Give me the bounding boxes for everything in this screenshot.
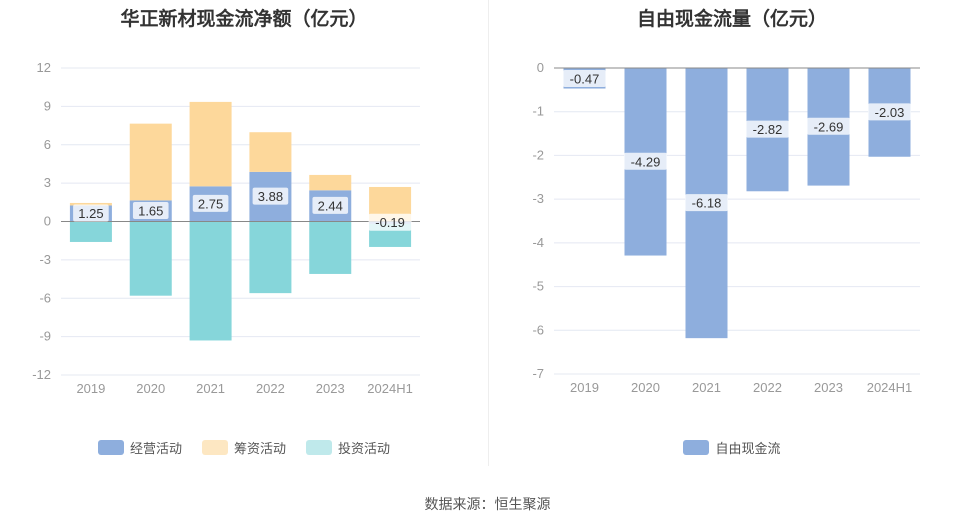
data-label-bg — [132, 201, 169, 219]
bar-investing — [69, 221, 112, 242]
data-label: 1.65 — [138, 203, 163, 218]
bar-investing — [249, 221, 292, 294]
legend-swatch — [683, 440, 710, 455]
y-tick-label: -7 — [532, 366, 544, 381]
x-tick-label: 2023 — [316, 381, 345, 396]
fcf-chart-panel: 自由现金流量（亿元） 0 -1 -2 -3 -4 -5 -6 -7 2019 2020 2021 20… — [489, 0, 975, 470]
data-label: -6.18 — [692, 196, 722, 211]
bar-financing — [129, 123, 172, 201]
bar-financing — [69, 202, 112, 206]
data-label: -0.47 — [570, 72, 600, 87]
y-tick-label: -3 — [532, 191, 544, 206]
data-label-bg — [192, 194, 229, 212]
legend-label: 自由现金流 — [715, 441, 781, 456]
y-tick-label: -6 — [532, 322, 544, 337]
bar-investing — [309, 221, 352, 274]
legend-label: 筹资活动 — [233, 441, 286, 456]
x-tick-label: 2023 — [814, 380, 843, 395]
y-tick-label: -9 — [39, 329, 51, 344]
legend-item-investing[interactable]: 投资活动 — [306, 438, 390, 457]
chart-title: 自由现金流量（亿元） — [636, 9, 827, 30]
data-label: -2.69 — [814, 119, 844, 134]
y-tick-label: -6 — [39, 290, 51, 305]
x-tick-label: 2019 — [76, 381, 105, 396]
data-label-bg — [368, 213, 412, 231]
data-label: 1.25 — [78, 206, 103, 221]
data-label: 3.88 — [258, 189, 283, 204]
bar-investing — [189, 221, 232, 341]
legend-item-operating[interactable]: 经营活动 — [97, 438, 182, 457]
legend-label: 投资活动 — [338, 441, 391, 456]
data-label-bg — [868, 103, 911, 121]
data-label: 2.44 — [318, 198, 343, 213]
cash-flow-chart: 12 9 6 3 0 -3 -6 -9 -12 2019 2020 2021 2022 2023 2024H… — [32, 60, 420, 396]
data-label: -2.03 — [875, 105, 905, 120]
x-tick-label: 2021 — [196, 381, 225, 396]
data-label: -2.82 — [753, 122, 783, 137]
bar-financing — [189, 101, 232, 187]
y-tick-label: 6 — [44, 137, 51, 152]
chart-title: 华正新材现金流净额（亿元） — [120, 9, 368, 30]
fcf-chart: 0 -1 -2 -3 -4 -5 -6 -7 2019 2020 2021 2022 2023 2024H… — [532, 60, 920, 395]
data-label-bg — [624, 152, 667, 170]
y-tick-label: -2 — [532, 147, 544, 162]
data-label: -4.29 — [631, 154, 661, 169]
y-tick-label: 9 — [44, 98, 51, 113]
data-label: 2.75 — [198, 196, 223, 211]
data-label-bg — [746, 120, 789, 138]
cash-flow-chart-panel: 华正新材现金流净额（亿元） 12 9 6 3 0 -3 -6 -9 -12 2019 2020 202… — [0, 0, 488, 470]
legend-label: 经营活动 — [129, 441, 182, 456]
legend: 自由现金流 — [489, 438, 975, 457]
x-tick-label: 2020 — [136, 381, 165, 396]
data-label: -0.19 — [375, 215, 405, 230]
bar-financing — [249, 132, 292, 172]
x-tick-label: 2024H1 — [367, 381, 413, 396]
y-tick-label: 12 — [37, 60, 51, 75]
y-tick-label: -12 — [32, 367, 51, 382]
legend-item-financing[interactable]: 筹资活动 — [201, 438, 286, 457]
x-tick-label: 2020 — [631, 380, 660, 395]
y-tick-label: 3 — [44, 175, 51, 190]
bar-investing — [129, 221, 172, 296]
data-label-bg — [685, 194, 728, 212]
y-tick-label: 0 — [537, 60, 544, 75]
x-tick-label: 2019 — [570, 380, 599, 395]
bar-financing — [309, 174, 352, 191]
y-tick-label: -5 — [532, 279, 544, 294]
data-label-bg — [252, 187, 289, 205]
data-label-bg — [807, 117, 850, 135]
data-label-bg — [563, 70, 606, 87]
y-tick-label: 0 — [44, 214, 51, 229]
x-tick-label: 2022 — [256, 381, 285, 396]
legend-swatch — [306, 440, 332, 455]
y-tick-label: -1 — [532, 104, 544, 119]
x-tick-label: 2021 — [692, 380, 721, 395]
legend: 经营活动 筹资活动 投资活动 — [0, 438, 488, 457]
x-tick-label: 2024H1 — [867, 380, 913, 395]
data-source: 数据来源：恒生聚源 — [424, 496, 551, 512]
legend-item-fcf[interactable]: 自由现金流 — [683, 438, 781, 457]
legend-swatch — [201, 440, 228, 455]
legend-swatch — [97, 440, 124, 455]
panel-divider — [488, 0, 489, 466]
y-tick-label: -4 — [532, 235, 544, 250]
data-label-bg — [312, 196, 349, 214]
x-tick-label: 2022 — [753, 380, 782, 395]
y-tick-label: -3 — [39, 252, 51, 267]
data-label-bg — [73, 204, 109, 222]
